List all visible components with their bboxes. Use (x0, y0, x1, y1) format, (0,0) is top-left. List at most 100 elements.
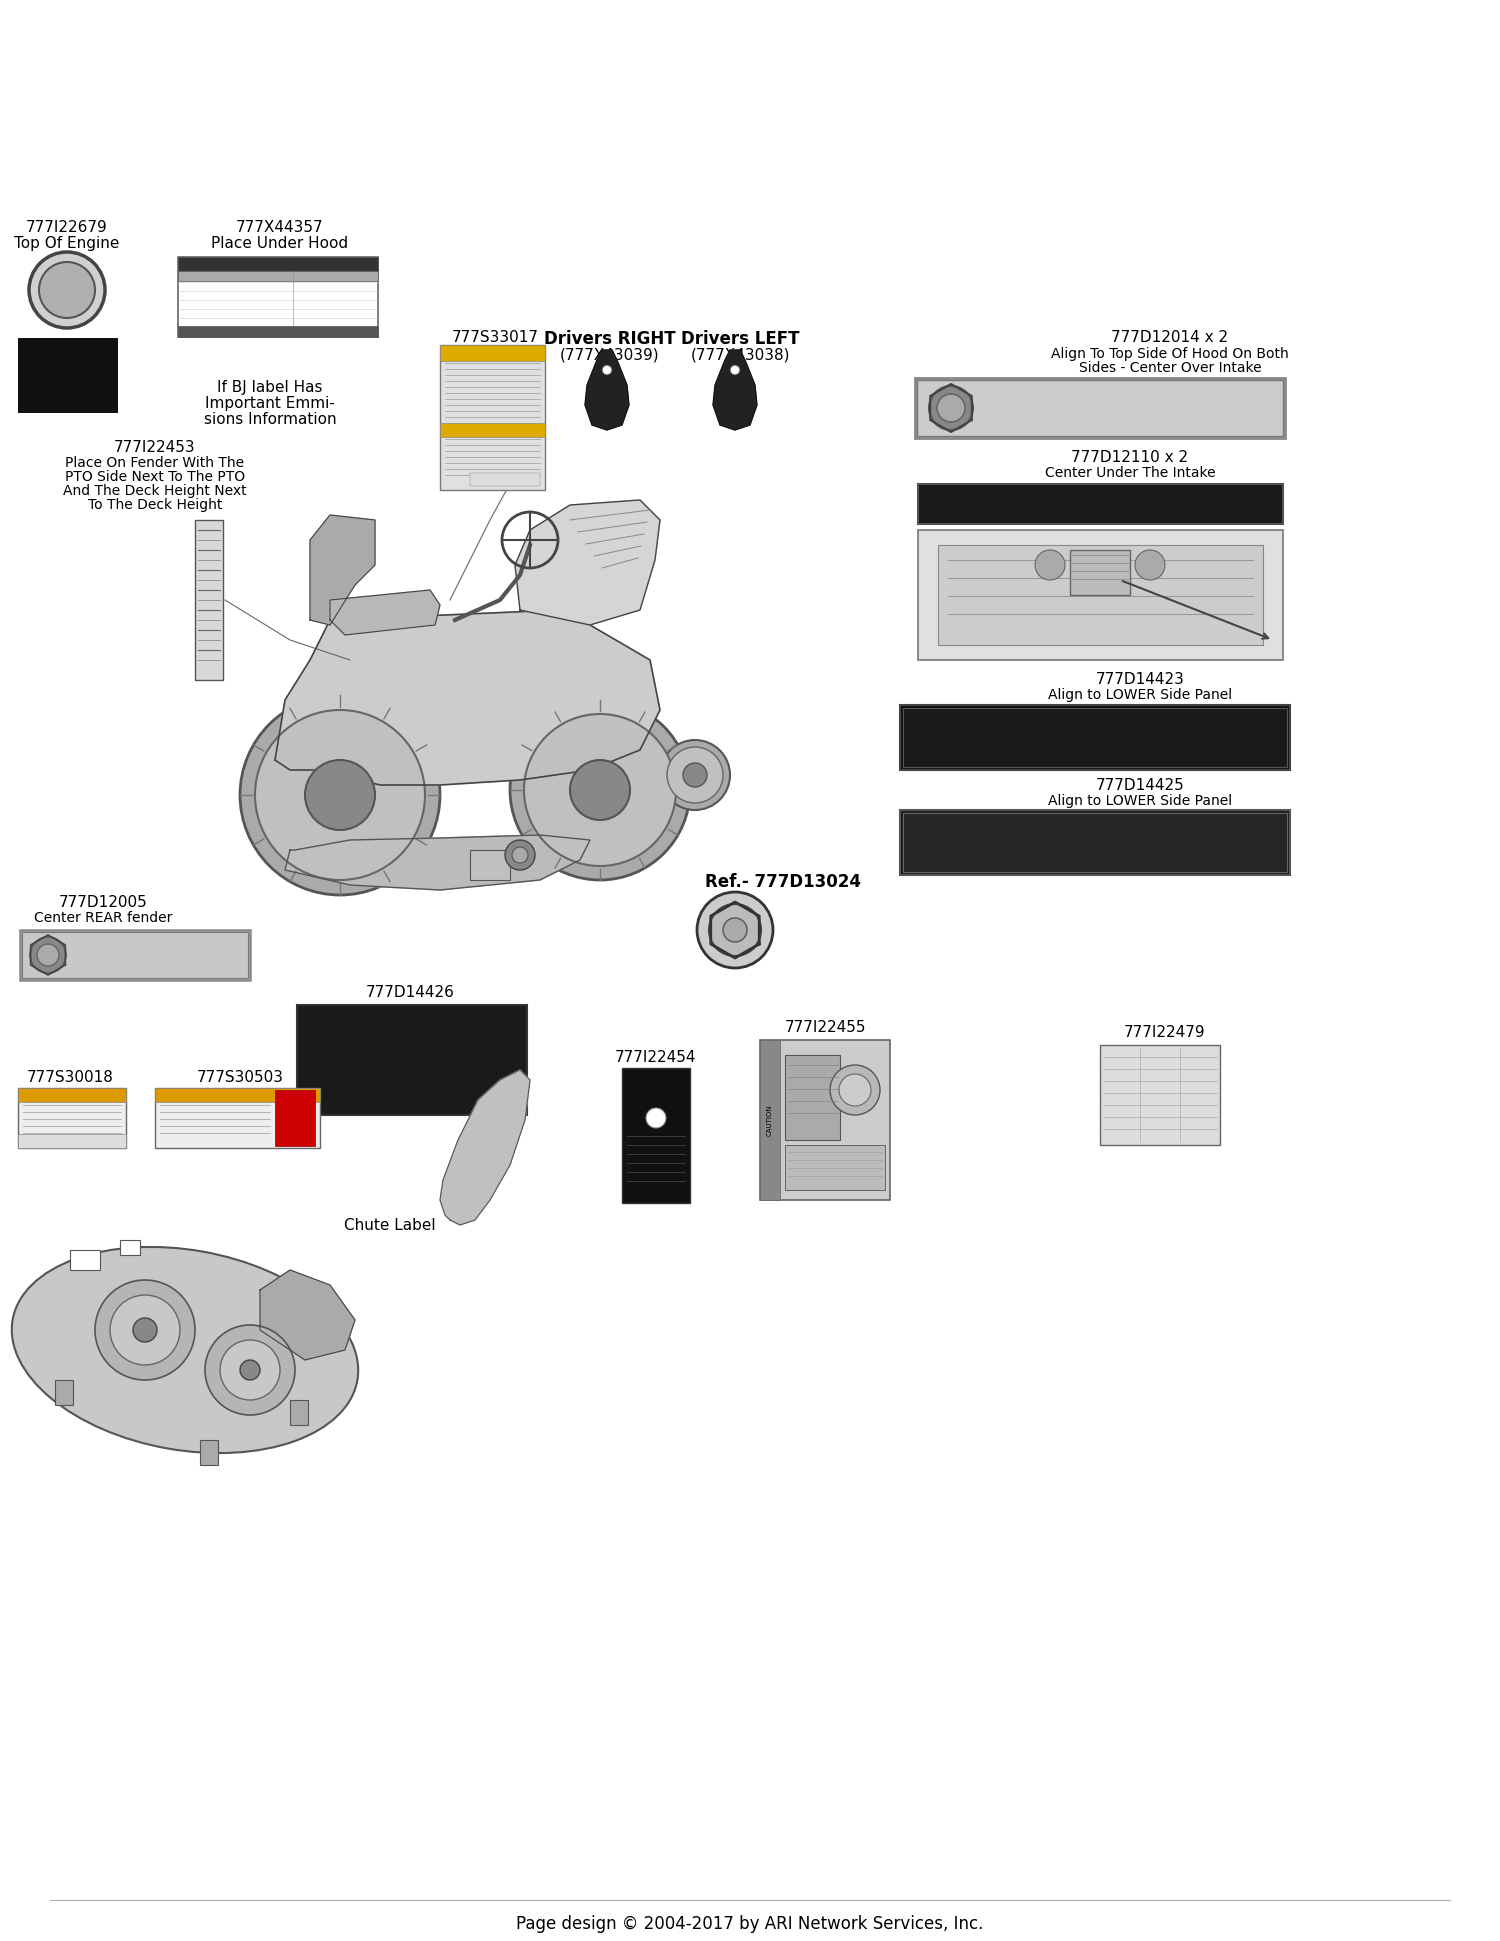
Text: Part No.: Part No. (342, 272, 364, 278)
FancyBboxPatch shape (18, 1089, 126, 1102)
FancyBboxPatch shape (760, 1040, 780, 1200)
Text: 954-04040: 954-04040 (344, 311, 364, 314)
Text: ⚠ DANGER: ⚠ DANGER (192, 1091, 242, 1099)
Text: 490-05-090-S: 490-05-090-S (254, 301, 280, 305)
Text: Center REAR fender: Center REAR fender (34, 910, 172, 926)
Text: 777S30018: 777S30018 (27, 1069, 114, 1085)
FancyBboxPatch shape (918, 530, 1282, 660)
Text: OIL: OIL (54, 283, 80, 297)
Circle shape (506, 840, 536, 870)
Text: Upper Drive Belt: Upper Drive Belt (296, 291, 330, 295)
Circle shape (602, 365, 612, 375)
Ellipse shape (12, 1246, 358, 1454)
Text: 777I22455: 777I22455 (784, 1021, 865, 1035)
Polygon shape (585, 349, 628, 431)
Circle shape (723, 918, 747, 941)
Text: Tune Coverage   Kohler Essential Cat: Tune Coverage Kohler Essential Cat (30, 392, 105, 398)
Text: 777S33017: 777S33017 (452, 330, 538, 345)
FancyBboxPatch shape (22, 932, 248, 978)
Text: Center Under The Intake: Center Under The Intake (1044, 466, 1215, 479)
Circle shape (304, 761, 375, 831)
Text: Align to LOWER Side Panel: Align to LOWER Side Panel (1048, 794, 1232, 807)
Text: Model 13WV77KF/ 13WV77KF: Model 13WV77KF/ 13WV77KF (237, 258, 318, 264)
Circle shape (240, 1361, 260, 1380)
Polygon shape (712, 349, 758, 431)
Text: 777I22454: 777I22454 (615, 1050, 696, 1066)
Text: Tuffy: Tuffy (1005, 722, 1114, 761)
FancyBboxPatch shape (440, 345, 544, 361)
Circle shape (28, 252, 105, 328)
Polygon shape (440, 1069, 530, 1225)
Text: Drivers LEFT: Drivers LEFT (681, 330, 800, 347)
Circle shape (646, 1108, 666, 1128)
Text: Ref.- 777D13024: Ref.- 777D13024 (705, 873, 861, 891)
Text: Align To Top Side Of Hood On Both: Align To Top Side Of Hood On Both (1052, 347, 1288, 361)
FancyBboxPatch shape (274, 1091, 315, 1145)
Text: 777I22453: 777I22453 (114, 441, 196, 454)
Text: 954-04264A: 954-04264A (344, 291, 368, 295)
Text: Drivers RIGHT: Drivers RIGHT (544, 330, 676, 347)
Circle shape (206, 1326, 296, 1415)
FancyBboxPatch shape (903, 813, 1287, 872)
FancyBboxPatch shape (178, 272, 378, 281)
FancyBboxPatch shape (938, 545, 1263, 644)
Text: Tuffy: Tuffy (1005, 827, 1114, 866)
FancyBboxPatch shape (178, 256, 378, 272)
Polygon shape (514, 501, 660, 625)
Text: And The Deck Height Next: And The Deck Height Next (63, 483, 248, 499)
Text: Fuel Filter: Fuel Filter (182, 301, 201, 305)
Text: 490-05-083-S: 490-05-083-S (254, 311, 280, 314)
Text: If BJ label Has: If BJ label Has (217, 380, 322, 396)
Text: 4: 4 (207, 606, 210, 611)
FancyBboxPatch shape (120, 1240, 140, 1256)
Circle shape (255, 710, 424, 879)
Text: 618-04634A (4): 618-04634A (4) (344, 283, 375, 287)
Text: Part No.: Part No. (246, 272, 270, 278)
Text: OIL: OIL (1154, 1062, 1167, 1069)
Circle shape (240, 695, 440, 895)
FancyBboxPatch shape (784, 1145, 885, 1190)
Text: By: By (1196, 1073, 1204, 1079)
FancyBboxPatch shape (1100, 1044, 1220, 1145)
Text: 3: 3 (207, 586, 210, 590)
FancyBboxPatch shape (297, 1005, 526, 1114)
Text: 7 SPEED TRANSMISSION: 7 SPEED TRANSMISSION (966, 497, 1233, 516)
FancyBboxPatch shape (900, 705, 1290, 771)
Polygon shape (285, 835, 590, 891)
FancyBboxPatch shape (154, 1089, 320, 1147)
Text: TROY·BILT: TROY·BILT (92, 949, 208, 969)
FancyBboxPatch shape (290, 1399, 308, 1425)
Circle shape (512, 846, 528, 864)
Text: N
1 2 3: N 1 2 3 (646, 1188, 664, 1201)
Text: 38": 38" (324, 1029, 470, 1102)
FancyBboxPatch shape (18, 1089, 126, 1147)
Text: 1: 1 (207, 545, 210, 551)
Text: sions Information: sions Information (204, 411, 336, 427)
Text: Troy Governor   Kohler Courage: Troy Governor Kohler Courage (30, 382, 106, 386)
Circle shape (94, 1279, 195, 1380)
Text: Page design © 2004-2017 by ARI Network Services, Inc.: Page design © 2004-2017 by ARI Network S… (516, 1916, 984, 1933)
Text: Replacement Parts: Replacement Parts (255, 266, 302, 272)
Text: Sides - Center Over Intake: Sides - Center Over Intake (1078, 361, 1262, 375)
FancyBboxPatch shape (178, 326, 378, 338)
FancyBboxPatch shape (903, 708, 1287, 767)
Text: FOR CUSTOMER SERVICE: FOR CUSTOMER SERVICE (42, 1135, 102, 1141)
FancyBboxPatch shape (20, 930, 250, 980)
Text: 777D14423: 777D14423 (1095, 672, 1185, 687)
FancyBboxPatch shape (18, 1134, 126, 1147)
FancyBboxPatch shape (784, 1056, 840, 1139)
Text: Place Under Hood: Place Under Hood (211, 237, 348, 250)
Text: 777I22679: 777I22679 (26, 219, 108, 235)
Text: 490-05-090-S: 490-05-090-S (254, 328, 280, 332)
Text: ⚠ DANGER: ⚠ DANGER (46, 1091, 98, 1099)
Text: (777X43038): (777X43038) (690, 347, 789, 363)
FancyBboxPatch shape (70, 1250, 100, 1269)
Circle shape (134, 1318, 158, 1341)
Text: ★: ★ (286, 1112, 303, 1132)
Polygon shape (310, 514, 375, 625)
Text: Air Filter w/ Pre-Cleaner: Air Filter w/ Pre-Cleaner (182, 311, 230, 314)
Text: Spark Plug: Spark Plug (182, 318, 203, 322)
Circle shape (682, 763, 706, 786)
FancyBboxPatch shape (915, 378, 1286, 439)
Text: Align to LOWER Side Panel: Align to LOWER Side Panel (1048, 687, 1232, 703)
